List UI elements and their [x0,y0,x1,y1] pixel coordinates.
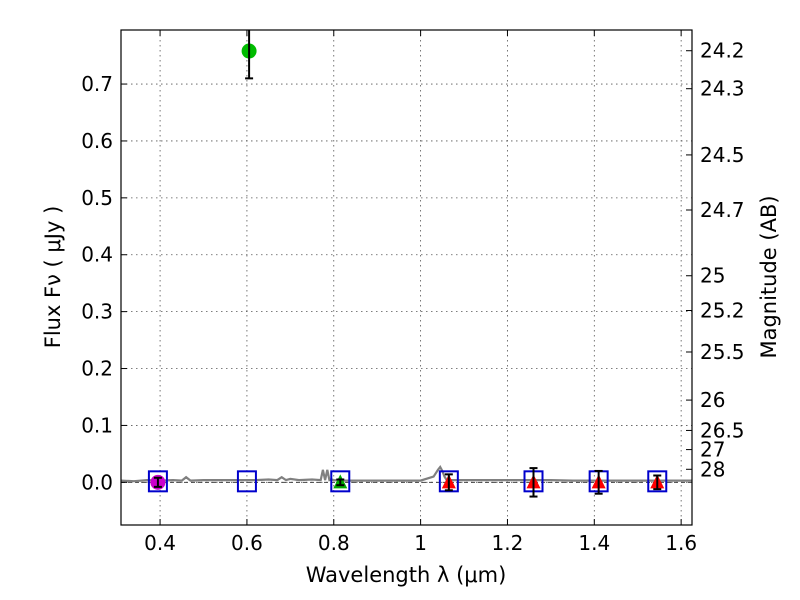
x-tick-label: 1 [414,531,427,555]
y-tick-label: 0.3 [81,300,113,324]
gridlines [121,30,692,525]
y2-tick-label: 26.5 [700,418,745,442]
y2-tick-label: 25.2 [700,299,745,323]
y2-tick-label: 24.5 [700,143,745,167]
model-square-marker [438,470,459,493]
x-tick-label: 0.6 [231,531,263,555]
x-tick-label: 0.4 [144,531,176,555]
y-tick-label: 0.4 [81,243,113,267]
y2-tick-label: 26 [700,388,725,412]
x-axis-label: Wavelength λ (μm) [306,563,507,587]
y2-tick-label: 24.2 [700,39,745,63]
y-axis-label: Flux Fν ( μJy ) [41,206,65,349]
plot-frame [120,29,693,526]
y-tick-label: 0.1 [81,413,113,437]
x-tick-label: 1.2 [492,531,524,555]
y-tick-label: 0.2 [81,357,113,381]
y-tick-label: 0.6 [81,129,113,153]
secondary-y-axis-label: Magnitude (AB) [757,195,781,358]
y2-tick-label: 25.5 [700,340,745,364]
model-square-marker [236,470,257,493]
y2-tick-label: 25 [700,264,725,288]
model-square-marker [147,470,168,493]
y2-tick-label: 24.7 [700,198,745,222]
x-tick-label: 0.8 [318,531,350,555]
y2-tick-label: 27 [700,438,725,462]
axis-ticks: 0.4 0.6 0.8 1 1.2 1.4 1.6 0.0 0.1 0.2 0.3 0.4 0.5 0.6… [81,30,745,555]
x-tick-label: 1.4 [578,531,610,555]
y2-tick-label: 24.3 [700,77,745,101]
spectrum-line [120,465,692,483]
data-series [120,30,692,498]
y-tick-label: 0.7 [81,72,113,96]
model-square-marker [330,470,351,493]
y2-tick-label: 28 [700,457,725,481]
x-tick-label: 1.6 [665,531,697,555]
y-tick-label: 0.0 [81,470,113,494]
y-tick-label: 0.5 [81,186,113,210]
model-square-marker [647,470,668,493]
